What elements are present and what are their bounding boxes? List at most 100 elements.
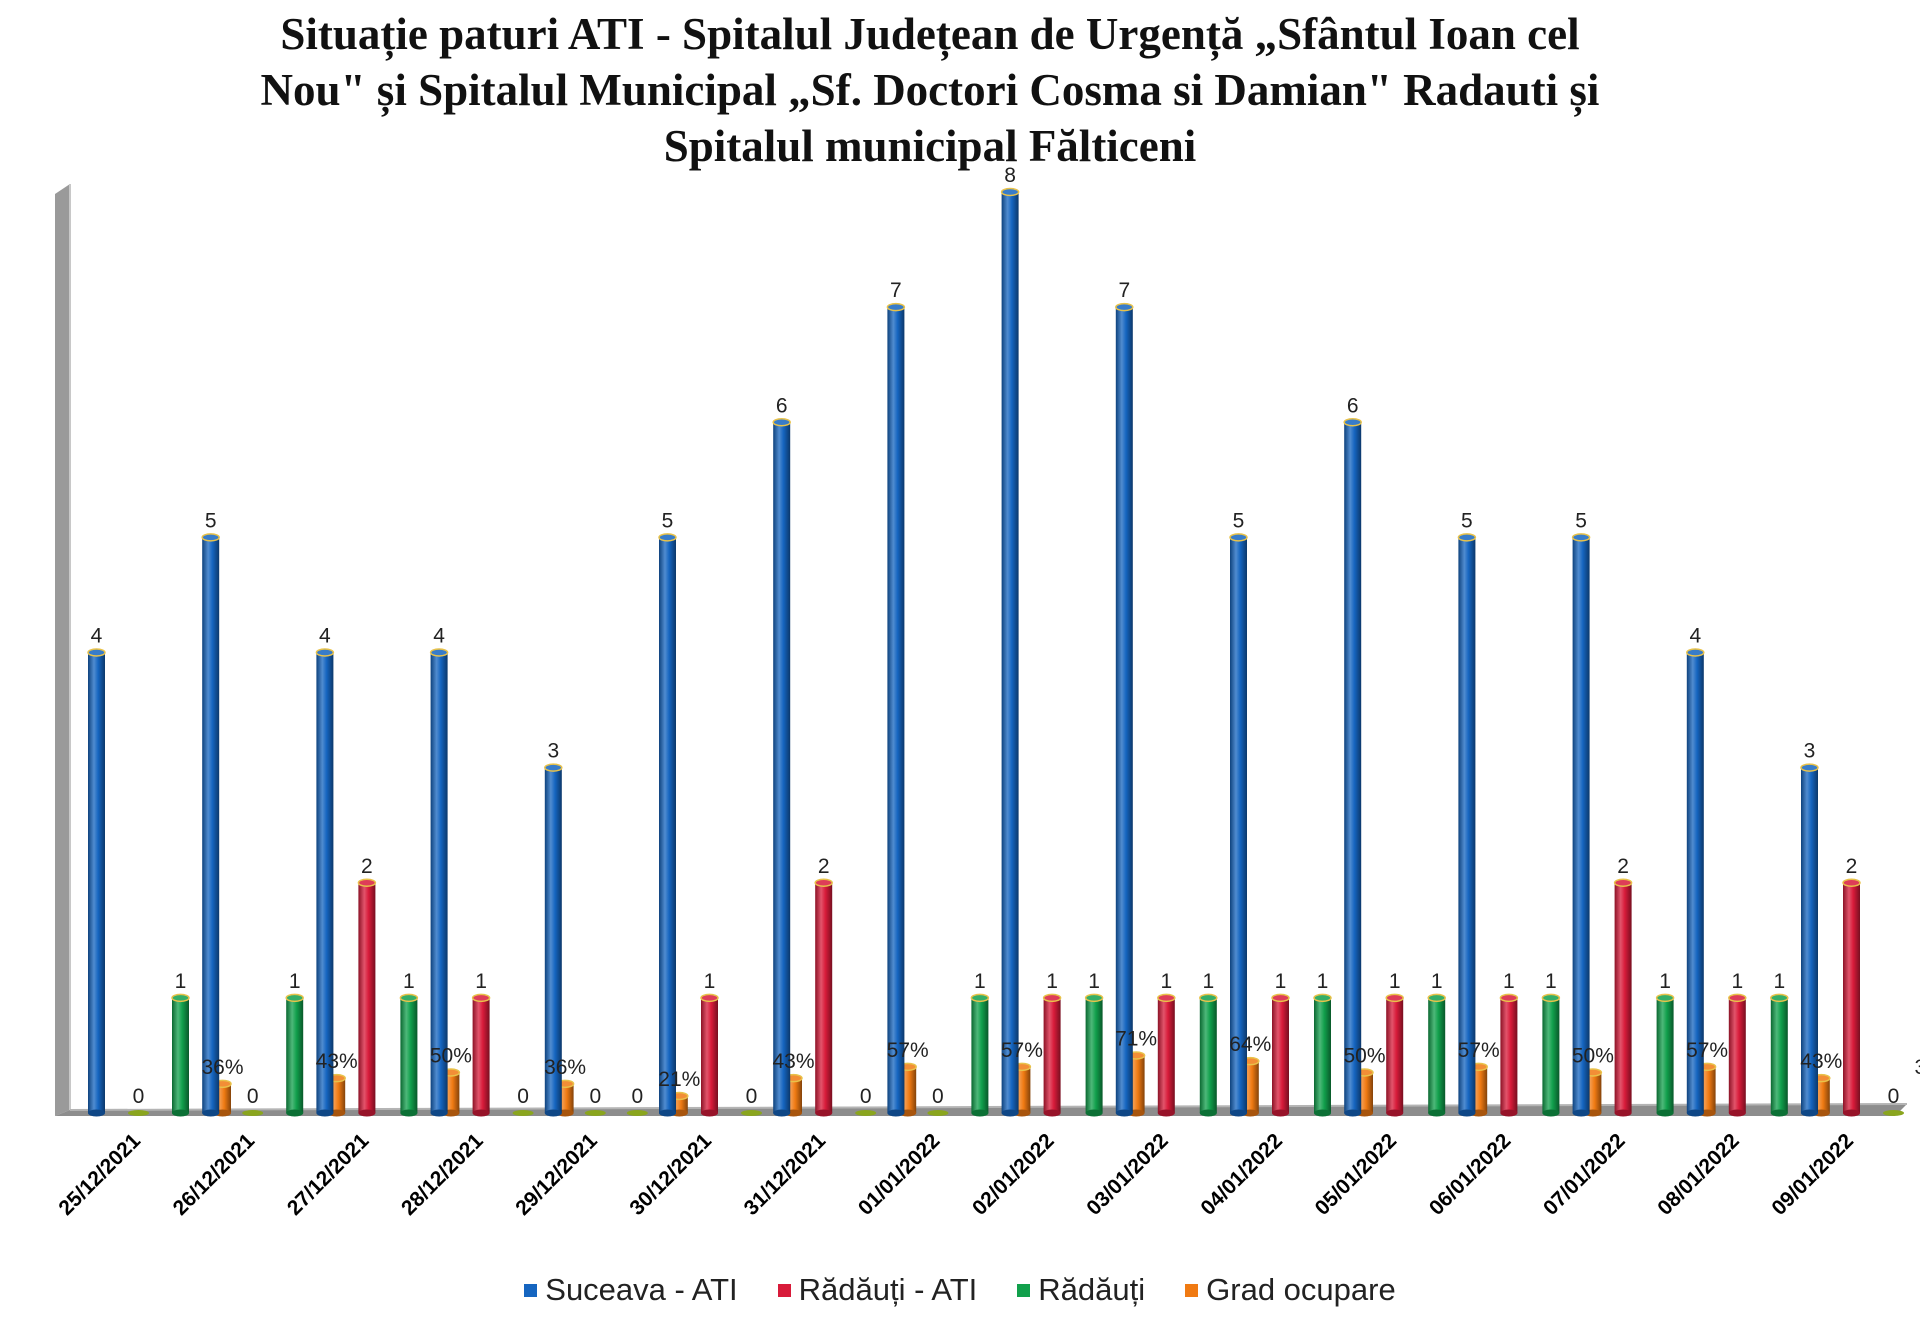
legend-item: Grad ocupare <box>1185 1272 1396 1308</box>
data-label: 5 <box>205 509 217 532</box>
x-tick-label: 08/01/2022 <box>1653 1129 1744 1220</box>
data-label: 64% <box>1229 1033 1271 1056</box>
bar <box>970 993 990 1117</box>
bar <box>87 648 106 1117</box>
data-label: 8 <box>1004 164 1016 187</box>
bar <box>315 648 335 1117</box>
data-label: 4 <box>433 625 445 648</box>
data-label: 36% <box>1914 1056 1920 1079</box>
data-label: 2 <box>361 855 373 878</box>
data-label: 5 <box>1461 509 1473 532</box>
data-label: 0 <box>1888 1085 1900 1108</box>
bar <box>171 993 190 1117</box>
bar <box>700 993 719 1117</box>
data-label: 1 <box>1503 970 1515 993</box>
data-label: 1 <box>1545 970 1557 993</box>
chart-legend: Suceava - ATI Rădăuți - ATI Rădăuți Grad oc… <box>0 1272 1920 1308</box>
chart-back-wall <box>55 184 70 1116</box>
data-label: 1 <box>704 970 716 993</box>
data-label: 4 <box>1689 625 1701 648</box>
data-label: 1 <box>289 970 301 993</box>
data-label: 4 <box>319 625 331 648</box>
bar <box>658 533 677 1117</box>
data-label: 1 <box>1431 970 1443 993</box>
bar <box>1883 1110 1904 1116</box>
chart-title: Situație paturi ATI - Spitalul Județean … <box>140 6 1720 174</box>
bar <box>1770 993 1789 1117</box>
x-tick-label: 28/12/2021 <box>397 1129 488 1220</box>
legend-item: Rădăuți - ATI <box>777 1272 977 1308</box>
data-label: 1 <box>1773 970 1785 993</box>
data-label: 5 <box>1575 509 1587 532</box>
data-label: 57% <box>1001 1039 1043 1062</box>
bar <box>1229 533 1248 1117</box>
data-label: 1 <box>1731 970 1743 993</box>
data-label: 50% <box>430 1045 472 1068</box>
x-tick-label: 05/01/2022 <box>1311 1129 1402 1220</box>
x-tick-label: 04/01/2022 <box>1196 1129 1287 1220</box>
data-label: 1 <box>1659 970 1671 993</box>
data-label: 5 <box>1233 509 1245 532</box>
legend-swatch <box>777 1283 791 1297</box>
bar <box>584 1110 606 1116</box>
x-tick-label: 31/12/2021 <box>740 1129 831 1220</box>
data-label: 36% <box>544 1056 586 1079</box>
bar <box>242 1110 264 1116</box>
bar <box>1313 993 1332 1117</box>
bar <box>1728 993 1747 1117</box>
bar <box>128 1110 149 1116</box>
bar <box>544 763 563 1117</box>
data-label: 43% <box>772 1050 814 1073</box>
x-tick-label: 07/01/2022 <box>1539 1129 1630 1220</box>
data-label: 7 <box>1118 279 1130 302</box>
data-label: 57% <box>887 1039 929 1062</box>
x-tick-label: 09/01/2022 <box>1767 1129 1858 1220</box>
data-label: 1 <box>1046 970 1058 993</box>
data-label: 1 <box>1275 970 1287 993</box>
bar <box>512 1110 534 1116</box>
x-tick-label: 02/01/2022 <box>968 1129 1059 1220</box>
data-label: 0 <box>631 1085 643 1108</box>
data-label: 0 <box>589 1085 601 1108</box>
bar <box>1271 993 1290 1117</box>
data-label: 43% <box>316 1050 358 1073</box>
x-tick-label: 03/01/2022 <box>1082 1129 1173 1220</box>
bar <box>1385 993 1404 1117</box>
bar <box>1199 993 1218 1117</box>
data-label: 6 <box>776 394 788 417</box>
data-label: 0 <box>932 1085 944 1108</box>
legend-label: Suceava - ATI <box>545 1272 738 1307</box>
bar <box>1084 993 1104 1117</box>
data-label: 57% <box>1686 1039 1728 1062</box>
legend-label: Grad ocupare <box>1206 1272 1396 1307</box>
x-tick-label: 01/01/2022 <box>854 1129 945 1220</box>
data-label: 1 <box>403 970 415 993</box>
x-tick-label: 26/12/2021 <box>169 1129 260 1220</box>
data-label: 2 <box>1617 855 1629 878</box>
bar <box>741 1110 762 1116</box>
chart-x-ticks: 25/12/2021 26/12/2021 27/12/2021 28/12/2021… <box>54 1129 1858 1220</box>
bar <box>1457 533 1477 1117</box>
bar <box>1655 993 1675 1117</box>
bar <box>1800 763 1819 1117</box>
bar <box>1686 648 1705 1117</box>
bar <box>1499 993 1519 1117</box>
data-label: 1 <box>475 970 487 993</box>
x-tick-label: 06/01/2022 <box>1425 1129 1516 1220</box>
legend-swatch <box>524 1283 538 1297</box>
bar <box>1571 533 1591 1117</box>
data-label: 50% <box>1572 1045 1614 1068</box>
bar <box>855 1110 877 1116</box>
bar <box>471 993 491 1117</box>
data-label: 1 <box>1202 970 1214 993</box>
data-label: 0 <box>247 1085 259 1108</box>
data-label: 1 <box>1389 970 1401 993</box>
chart-title-line: Situație paturi ATI - Spitalul Județean … <box>280 9 1580 59</box>
data-label: 71% <box>1115 1027 1157 1050</box>
bar <box>1157 993 1176 1117</box>
chart-title-line: Nou" și Spitalul Municipal „Sf. Doctori … <box>260 65 1600 115</box>
data-label: 1 <box>974 970 986 993</box>
bar <box>1000 187 1020 1117</box>
data-label: 4 <box>91 625 103 648</box>
